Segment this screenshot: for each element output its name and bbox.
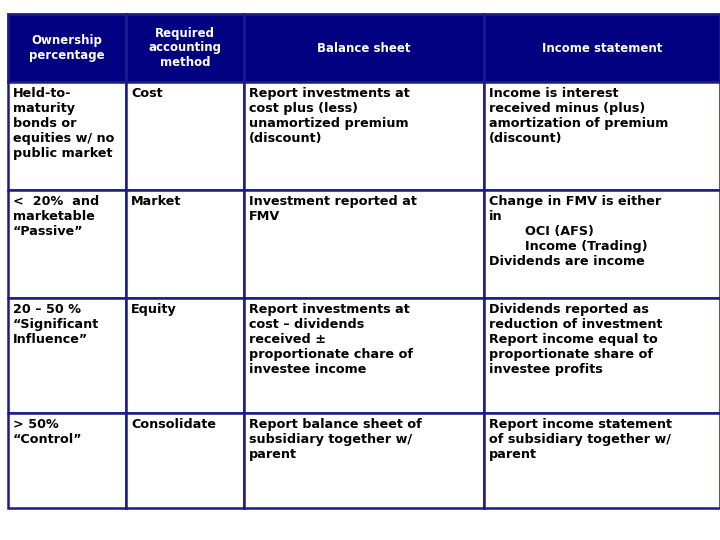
Text: Income is interest
received minus (plus)
amortization of premium
(discount): Income is interest received minus (plus)…: [489, 87, 668, 145]
Text: Balance sheet: Balance sheet: [318, 42, 410, 55]
Text: Report balance sheet of
subsidiary together w/
parent: Report balance sheet of subsidiary toget…: [249, 418, 422, 461]
Bar: [484, 190, 720, 298]
Text: 20 – 50 %
“Significant
Influence”: 20 – 50 % “Significant Influence”: [13, 303, 99, 346]
Bar: [244, 82, 484, 190]
Text: Consolidate: Consolidate: [131, 418, 216, 431]
Text: > 50%
“Control”: > 50% “Control”: [13, 418, 83, 446]
Bar: [8, 82, 126, 190]
Bar: [484, 413, 720, 508]
Text: Report investments at
cost – dividends
received ±
proportionate chare of
investe: Report investments at cost – dividends r…: [249, 303, 413, 376]
Bar: [8, 14, 126, 82]
Bar: [126, 190, 244, 298]
Bar: [244, 190, 484, 298]
Text: Ownership
percentage: Ownership percentage: [30, 34, 105, 62]
Text: Market: Market: [131, 195, 181, 208]
Text: Required
accounting
method: Required accounting method: [148, 26, 222, 70]
Bar: [484, 298, 720, 413]
Text: Income statement: Income statement: [542, 42, 662, 55]
Text: Investment reported at
FMV: Investment reported at FMV: [249, 195, 417, 223]
Bar: [484, 82, 720, 190]
Bar: [126, 298, 244, 413]
Bar: [244, 413, 484, 508]
Bar: [8, 298, 126, 413]
Bar: [8, 413, 126, 508]
Bar: [244, 14, 484, 82]
Text: Equity: Equity: [131, 303, 176, 316]
Text: Change in FMV is either
in
        OCI (AFS)
        Income (Trading)
Dividends : Change in FMV is either in OCI (AFS) Inc…: [489, 195, 661, 268]
Text: Dividends reported as
reduction of investment
Report income equal to
proportiona: Dividends reported as reduction of inves…: [489, 303, 662, 376]
Bar: [8, 190, 126, 298]
Text: Held-to-
maturity
bonds or
equities w/ no
public market: Held-to- maturity bonds or equities w/ n…: [13, 87, 114, 160]
Text: Report income statement
of subsidiary together w/
parent: Report income statement of subsidiary to…: [489, 418, 672, 461]
Bar: [126, 82, 244, 190]
Bar: [126, 14, 244, 82]
Text: <  20%  and
marketable
“Passive”: < 20% and marketable “Passive”: [13, 195, 99, 238]
Bar: [126, 413, 244, 508]
Bar: [484, 14, 720, 82]
Bar: [244, 298, 484, 413]
Text: Cost: Cost: [131, 87, 163, 100]
Text: Report investments at
cost plus (less)
unamortized premium
(discount): Report investments at cost plus (less) u…: [249, 87, 410, 145]
